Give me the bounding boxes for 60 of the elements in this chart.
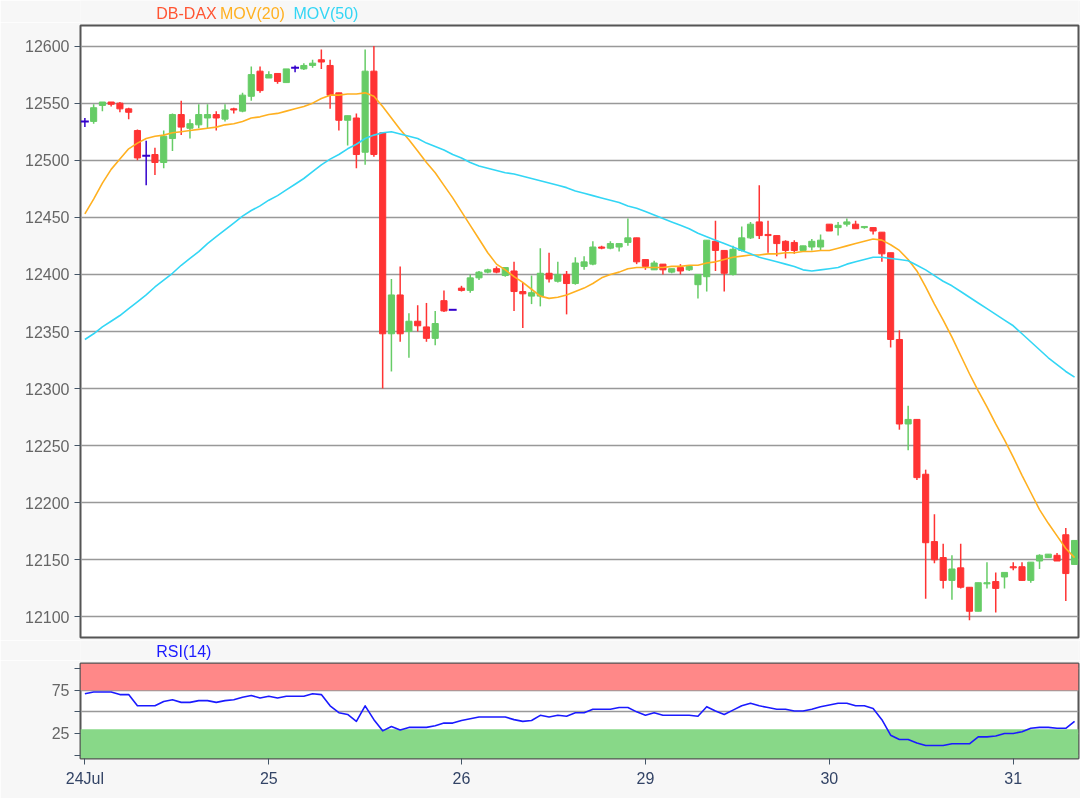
candlestick — [405, 312, 413, 359]
candlestick — [212, 110, 220, 132]
y-tick-label: 25 — [51, 725, 70, 743]
candlestick — [781, 239, 790, 260]
candlestick — [1027, 561, 1035, 584]
candlestick — [431, 310, 439, 346]
candlestick — [247, 65, 255, 102]
text: RSI(14) — [156, 642, 212, 660]
candlestick — [545, 251, 553, 284]
y-tick-label: 12350 — [25, 323, 70, 341]
candlestick — [711, 220, 720, 272]
x-tick-label: 25 — [259, 769, 278, 787]
candlestick — [414, 304, 422, 333]
y-tick-label: 12100 — [25, 608, 70, 626]
candlestick — [965, 586, 974, 622]
candlestick — [142, 140, 151, 187]
candlestick — [422, 302, 431, 343]
y-tick-label: 12550 — [25, 95, 70, 113]
text: DB-DAX — [156, 4, 218, 22]
y-tick-label: 12150 — [25, 551, 70, 569]
candlestick — [256, 65, 264, 94]
line-series — [84, 691, 1076, 747]
y-tick-label: 12300 — [25, 380, 70, 398]
y-tick-label: 12450 — [25, 209, 70, 227]
candlestick — [720, 249, 728, 293]
candlestick — [624, 217, 632, 247]
candlestick — [203, 103, 212, 130]
y-tick-label: 12500 — [25, 152, 70, 170]
candlestick — [992, 571, 1000, 614]
text: MOV(20) — [220, 4, 285, 22]
line-series — [84, 130, 1076, 378]
x-tick-label: 26 — [452, 769, 471, 787]
candlestick — [344, 114, 352, 147]
y-tick-label: 75 — [51, 682, 70, 700]
x-tick-label: 24Jul — [65, 769, 104, 787]
line-series — [84, 92, 1076, 559]
candlestick — [177, 100, 185, 136]
y-tick-label: 12400 — [25, 266, 70, 284]
candlestick — [563, 270, 571, 316]
x-tick-label: 31 — [1004, 769, 1023, 787]
x-tick-label: 29 — [636, 769, 655, 787]
y-tick-label: 12250 — [25, 437, 70, 455]
candlestick — [527, 274, 536, 305]
candlestick — [80, 117, 89, 128]
candlestick — [1070, 539, 1079, 565]
y-tick-label: 12600 — [25, 38, 70, 56]
candlestick — [317, 48, 325, 70]
candlestick — [904, 404, 912, 451]
text: MOV(50) — [293, 4, 359, 22]
candlestick — [536, 247, 544, 308]
y-tick-label: 12200 — [25, 494, 70, 512]
candlestick — [151, 146, 159, 176]
candlestick — [90, 103, 98, 125]
candlestick — [291, 64, 300, 74]
candlestick — [834, 221, 842, 237]
candlestick — [633, 237, 641, 265]
candlestick — [168, 112, 177, 152]
x-tick-label: 30 — [820, 769, 839, 787]
candlestick — [957, 543, 965, 590]
candlestick — [948, 554, 956, 601]
